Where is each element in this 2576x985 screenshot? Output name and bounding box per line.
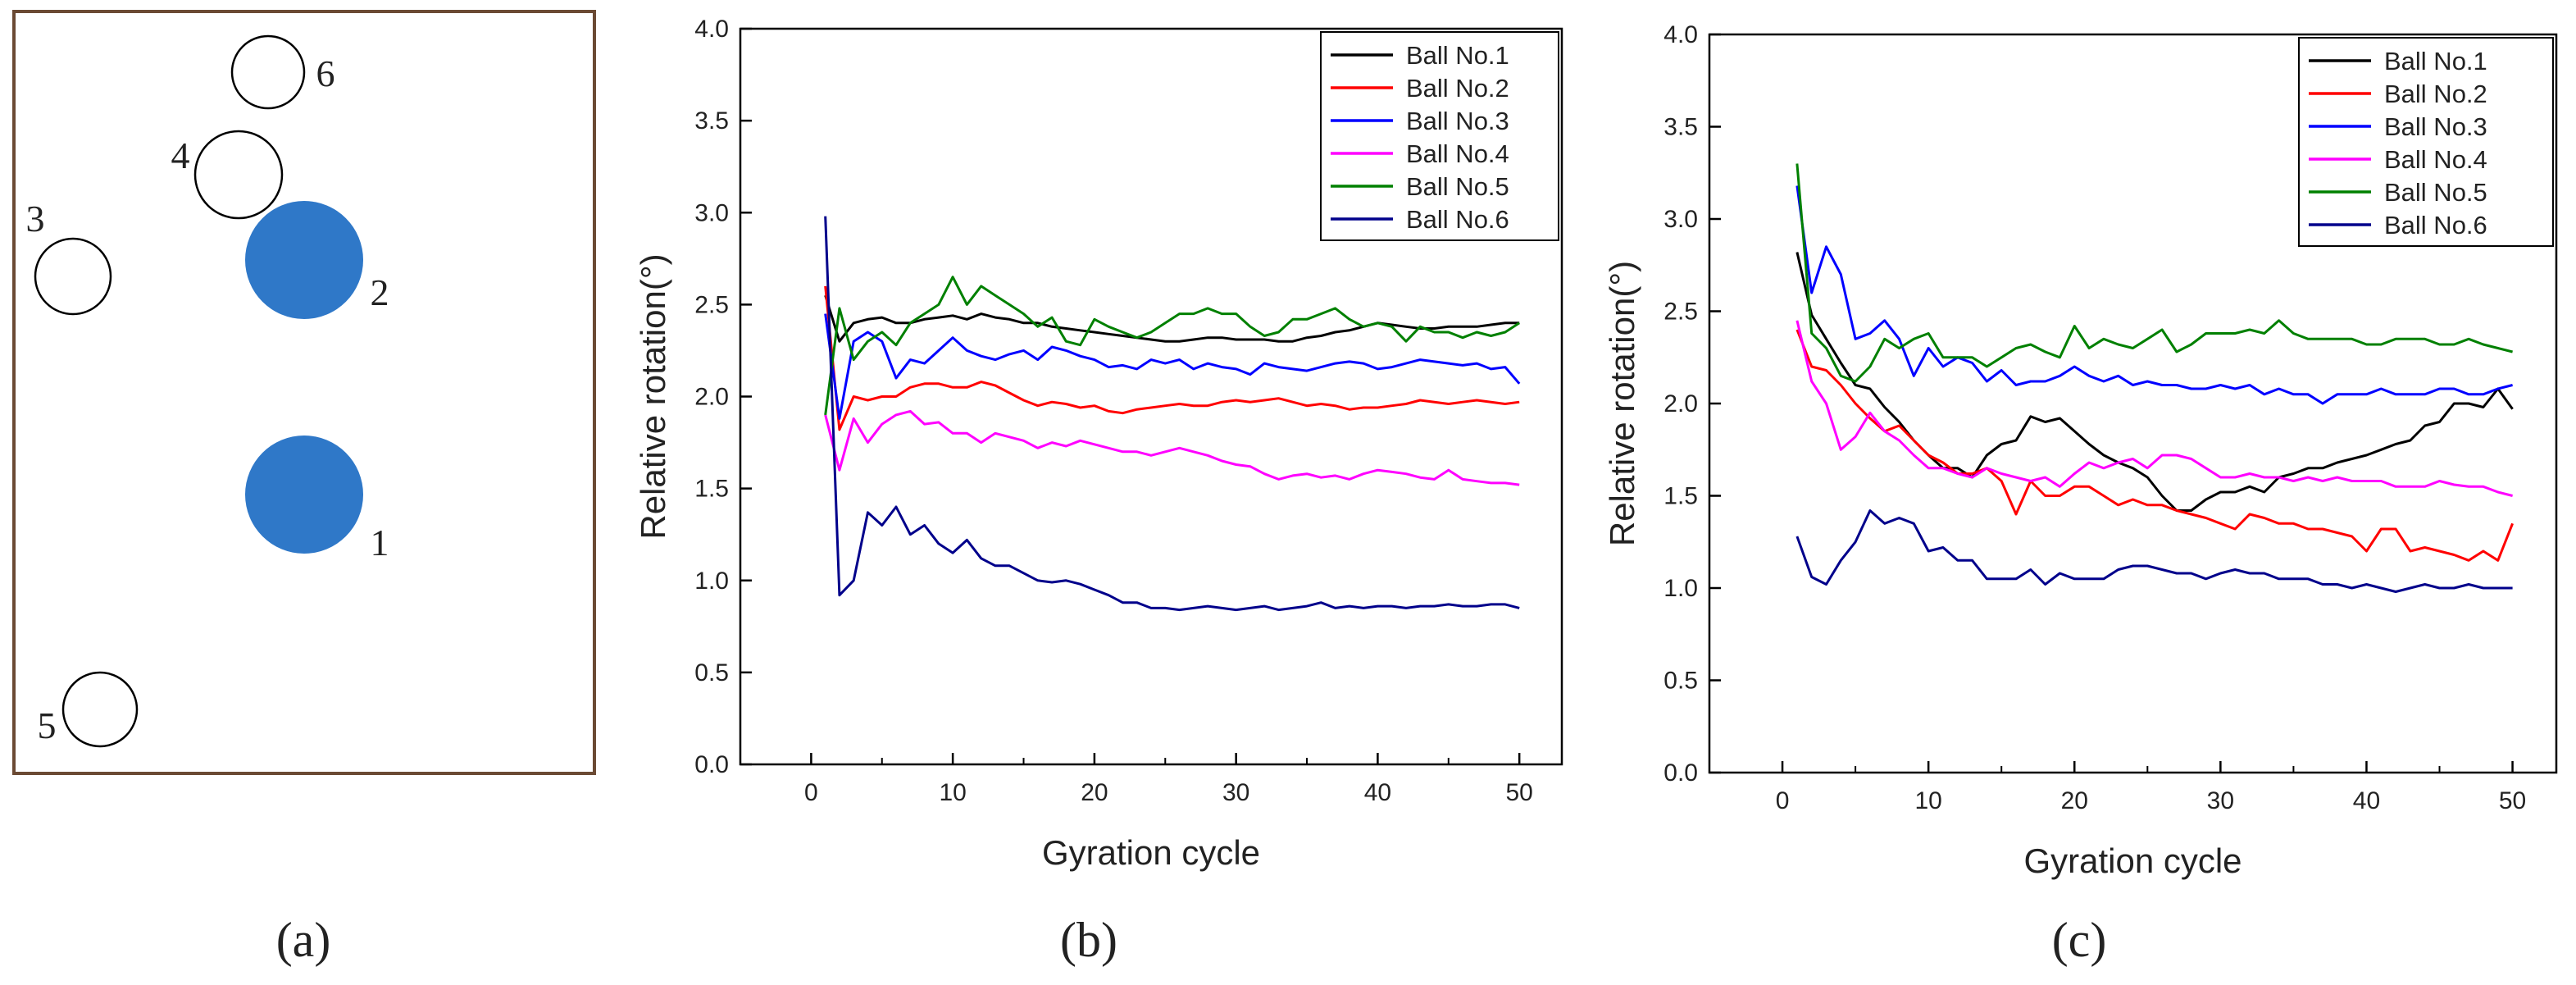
x-tick-label: 20 [1081, 779, 1108, 806]
legend: Ball No.1 Ball No.2 Ball No.3 Ball No.4 Ball… [2298, 37, 2554, 247]
series-line-ball-1 [824, 294, 1520, 343]
legend-entry: Ball No.6 [2384, 211, 2487, 239]
legend-entry: Ball No.5 [1406, 172, 1509, 201]
legend-entry: Ball No.2 [1406, 74, 1509, 103]
balls-group: 1 2 3 4 5 6 [26, 34, 389, 748]
series-line-ball-3 [824, 313, 1521, 420]
legend-entry: Ball No.1 [1406, 41, 1509, 70]
y-tick-label: 2.5 [694, 291, 729, 318]
legend-box [1320, 31, 1559, 241]
y-tick-label: 0.0 [1663, 759, 1698, 787]
x-tick-label: 50 [2499, 787, 2526, 814]
series-line-ball-4 [824, 409, 1520, 486]
y-axis-label: Relative rotation(°) [634, 253, 672, 539]
panel-label: (c) [2052, 913, 2107, 967]
ball-6 [230, 34, 306, 110]
series-line-ball-6 [1795, 509, 2513, 593]
x-tick-label: 10 [939, 779, 966, 806]
chart-b: 0.0 0.5 1.0 1.5 2.0 2.5 3.0 3.5 4.0 0 10 20 30 40 50 Gy… [634, 16, 1563, 967]
ball-5 [61, 671, 139, 748]
series-line-ball-5 [1795, 163, 2513, 383]
ball-label-6: 6 [316, 52, 335, 94]
ball-label-4: 4 [171, 135, 190, 176]
y-tick-label: 1.5 [694, 476, 729, 503]
y-tick-label: 0.0 [694, 751, 729, 778]
y-tick-label: 2.0 [1663, 390, 1698, 417]
x-tick-label: 40 [2353, 787, 2380, 814]
panel-a-label: (a) [276, 913, 331, 967]
series-line-ball-2 [1795, 329, 2514, 562]
y-tick-label: 4.0 [694, 16, 729, 43]
x-tick-label: 30 [2207, 787, 2234, 814]
legend: Ball No.1 Ball No.2 Ball No.3 Ball No.4 Ball… [1320, 31, 1559, 241]
ball-label-3: 3 [26, 198, 45, 239]
series-line-ball-5 [824, 276, 1521, 416]
y-tick-label: 3.0 [694, 199, 729, 226]
panel-a-schematic: 1 2 3 4 5 6 [12, 10, 596, 775]
ball-1 [245, 435, 363, 554]
y-tick-label: 3.0 [1663, 206, 1698, 233]
legend-entry: Ball No.3 [1406, 107, 1509, 135]
ball-2 [245, 201, 363, 319]
x-tick-label: 0 [804, 779, 818, 806]
series-line-ball-6 [824, 216, 1520, 612]
x-axis-label: Gyration cycle [1042, 833, 1260, 872]
chart-c: 0.0 0.5 1.0 1.5 2.0 2.5 3.0 3.5 4.0 0 10 20 30 40 50 Gy… [1603, 21, 2558, 967]
y-tick-label: 0.5 [694, 659, 729, 686]
series-line-ball-3 [1795, 185, 2513, 405]
x-tick-label: 0 [1776, 787, 1790, 814]
y-axis-label: Relative rotation(°) [1603, 261, 1641, 546]
ball-4 [193, 130, 284, 220]
legend-entry: Ball No.5 [2384, 178, 2487, 207]
ball-label-2: 2 [371, 271, 389, 313]
y-tick-label: 3.5 [1663, 114, 1698, 141]
legend-entry: Ball No.4 [1406, 139, 1509, 168]
y-tick-label: 0.5 [1663, 668, 1698, 695]
x-tick-label: 10 [1914, 787, 1941, 814]
x-tick-label: 50 [1505, 779, 1532, 806]
ball-3 [34, 237, 112, 316]
x-tick-label: 40 [1364, 779, 1391, 806]
y-tick-label: 2.5 [1663, 299, 1698, 326]
legend-entry: Ball No.6 [1406, 205, 1509, 234]
panel-label: (b) [1060, 913, 1117, 967]
x-tick-label: 20 [2061, 787, 2088, 814]
y-tick-label: 3.5 [694, 107, 729, 135]
ball-label-5: 5 [38, 705, 57, 746]
legend-box [2298, 37, 2554, 247]
y-tick-label: 2.0 [694, 384, 729, 411]
series-line-ball-4 [1795, 320, 2513, 497]
series-line-ball-1 [1795, 252, 2514, 512]
legend-entry: Ball No.3 [2384, 112, 2487, 141]
y-tick-label: 1.0 [694, 568, 729, 595]
x-tick-label: 30 [1222, 779, 1249, 806]
series-line-ball-2 [824, 285, 1520, 431]
y-tick-label: 1.0 [1663, 575, 1698, 602]
y-tick-label: 4.0 [1663, 21, 1698, 48]
legend-entry: Ball No.1 [2384, 47, 2487, 75]
legend-entry: Ball No.2 [2384, 80, 2487, 108]
y-tick-label: 1.5 [1663, 483, 1698, 510]
ball-label-1: 1 [371, 522, 389, 563]
legend-entry: Ball No.4 [2384, 145, 2487, 174]
x-axis-label: Gyration cycle [2023, 841, 2241, 880]
specimen-frame [12, 10, 596, 775]
